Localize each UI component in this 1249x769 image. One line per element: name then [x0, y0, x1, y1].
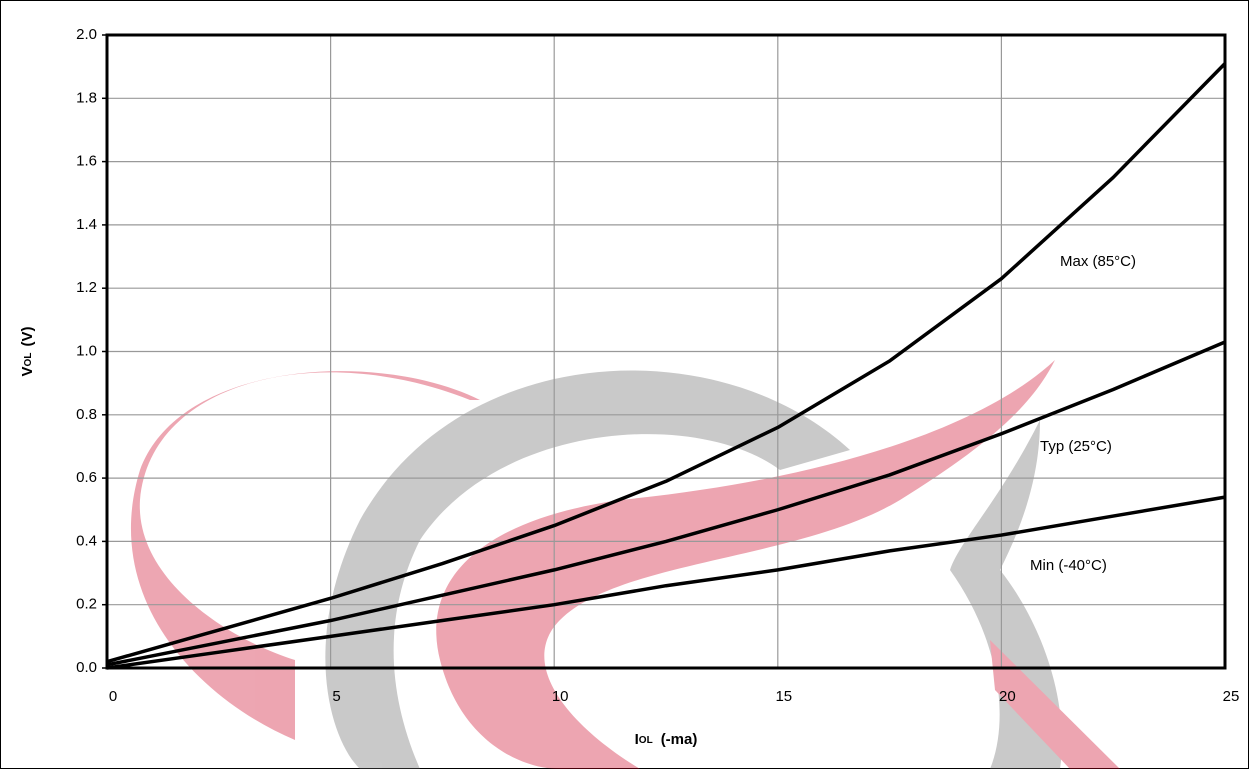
x-tick-label: 5: [332, 688, 340, 705]
y-tick-label: 1.4: [76, 216, 97, 233]
y-tick-label: 2.0: [76, 26, 97, 43]
y-tick-label: 0.4: [76, 532, 97, 549]
y-tick-label: 1.2: [76, 279, 97, 296]
series-label: Max (85°C): [1060, 253, 1136, 270]
y-label-sub: OL: [23, 353, 34, 367]
x-tick-label: 0: [109, 688, 117, 705]
series-line: [106, 495, 1226, 670]
series-label: Min (-40°C): [1030, 557, 1107, 574]
x-tick-label: 15: [775, 688, 792, 705]
series-line: [106, 62, 1227, 664]
x-axis-label: IOL (-ma): [635, 731, 698, 748]
y-tick-label: 1.0: [76, 342, 97, 359]
x-tick-label: 20: [999, 688, 1016, 705]
series-line: [106, 340, 1226, 667]
y-tick-label: 0.6: [76, 469, 97, 486]
y-tick-label: 1.6: [76, 153, 97, 170]
x-label-main: I: [635, 731, 639, 748]
x-label-unit: (-ma): [661, 731, 698, 748]
x-tick-label: 10: [552, 688, 569, 705]
series-label: Typ (25°C): [1040, 438, 1112, 455]
y-label-unit: (V): [19, 327, 36, 347]
y-tick-label: 0.0: [76, 659, 97, 676]
y-tick-label: 0.8: [76, 406, 97, 423]
plot-border: [105, 33, 1227, 670]
y-tick-label: 1.8: [76, 89, 97, 106]
x-tick-label: 25: [1223, 688, 1240, 705]
x-label-sub: OL: [639, 735, 653, 746]
watermark: [130, 360, 1120, 769]
y-label-main: V: [19, 366, 36, 376]
y-tick-label: 0.2: [76, 596, 97, 613]
y-axis-label: VOL (V): [19, 327, 36, 377]
